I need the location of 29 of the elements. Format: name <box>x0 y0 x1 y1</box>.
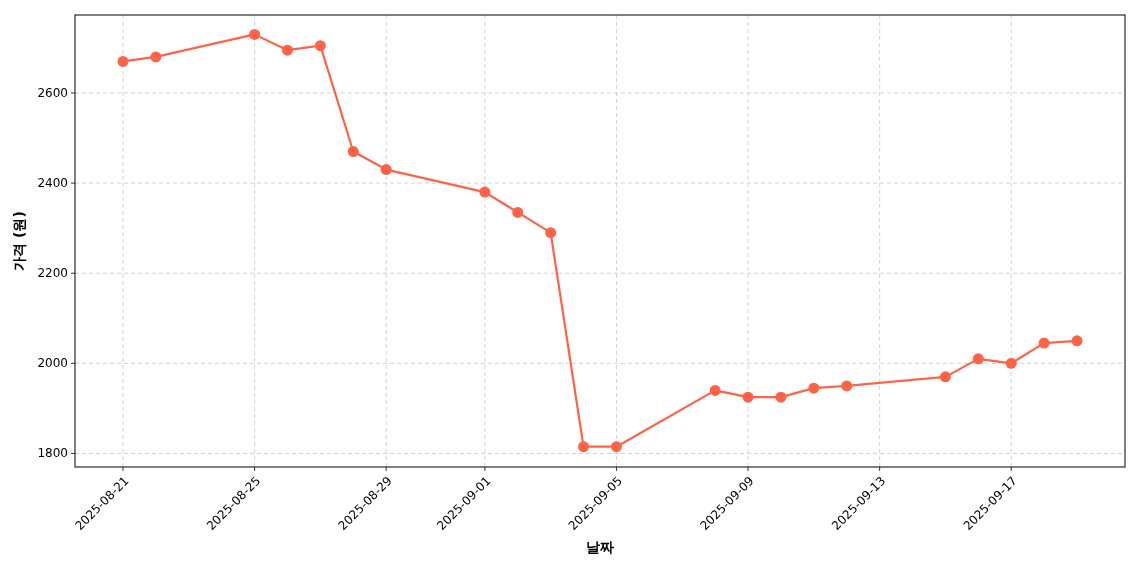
y-tick-label: 2400 <box>37 176 68 191</box>
point <box>775 391 787 403</box>
point <box>249 28 261 40</box>
y-tick-label: 2200 <box>37 266 68 281</box>
point <box>281 44 293 56</box>
point <box>742 391 754 403</box>
point <box>347 146 359 158</box>
point <box>808 382 820 394</box>
x-axis-title: 날짜 <box>586 539 614 555</box>
point <box>841 380 853 392</box>
point <box>1071 335 1083 347</box>
point <box>314 40 326 52</box>
point <box>709 384 721 396</box>
point <box>939 371 951 383</box>
point <box>610 441 622 453</box>
point <box>578 441 590 453</box>
point <box>512 206 524 218</box>
point <box>545 227 557 239</box>
point <box>972 353 984 365</box>
y-axis-title: 가격 (원) <box>11 211 27 271</box>
point <box>1005 357 1017 369</box>
point <box>1038 337 1050 349</box>
point <box>479 186 491 198</box>
y-tick-label: 2000 <box>37 356 68 371</box>
point <box>380 164 392 176</box>
y-tick-label: 1800 <box>37 446 68 461</box>
point <box>117 55 129 67</box>
point <box>150 51 162 63</box>
y-tick-label: 2600 <box>37 85 68 100</box>
